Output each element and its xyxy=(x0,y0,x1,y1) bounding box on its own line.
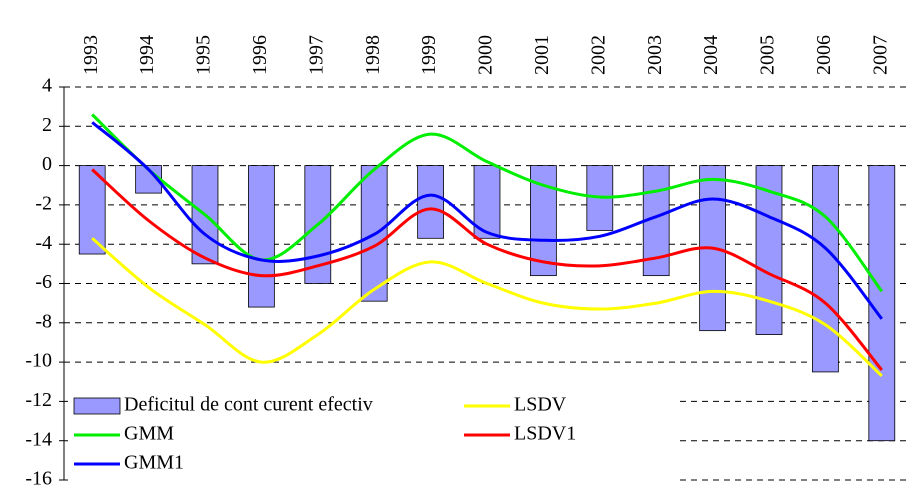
legend-label: LSDV1 xyxy=(514,423,576,445)
y-tick-label: -12 xyxy=(25,389,52,411)
y-tick-label: -14 xyxy=(25,428,52,450)
line xyxy=(91,168,883,371)
bar xyxy=(417,165,444,239)
x-tick-label: 2004 xyxy=(700,35,722,75)
x-tick-label: 1999 xyxy=(418,35,440,75)
legend-label: Deficitul de cont curent efectiv xyxy=(124,394,373,416)
line xyxy=(91,237,883,377)
x-tick-label: 1993 xyxy=(80,35,102,75)
legend-label: GMM1 xyxy=(124,452,184,474)
bar xyxy=(812,165,839,373)
legend-label: GMM xyxy=(124,423,174,445)
x-tick-label: 1994 xyxy=(136,35,158,75)
y-tick-label: -4 xyxy=(35,232,52,254)
y-tick-label: 4 xyxy=(42,75,52,97)
x-tick-label: 1995 xyxy=(193,35,215,75)
y-tick-label: -8 xyxy=(35,310,52,332)
x-tick-label: 1997 xyxy=(305,35,327,75)
x-tick-label: 1996 xyxy=(249,35,271,75)
x-tick-label: 2003 xyxy=(644,35,666,75)
y-tick-label: 0 xyxy=(42,153,52,175)
bar xyxy=(868,165,896,442)
x-tick-label: 2007 xyxy=(869,35,891,75)
x-tick-label: 1998 xyxy=(362,35,384,75)
bar xyxy=(248,165,275,308)
line xyxy=(91,113,883,293)
y-tick-label: -2 xyxy=(35,192,52,214)
legend-box xyxy=(68,392,678,490)
x-tick-label: 2000 xyxy=(475,35,497,75)
y-tick-label: -16 xyxy=(25,468,52,490)
x-tick-label: 2006 xyxy=(813,35,835,75)
y-tick-label: -10 xyxy=(25,350,52,372)
x-tick-label: 2005 xyxy=(757,35,779,75)
legend-label: LSDV xyxy=(514,394,567,416)
legend-swatch xyxy=(73,397,121,415)
y-tick-label: -6 xyxy=(35,271,52,293)
x-tick-label: 2001 xyxy=(531,35,553,75)
line xyxy=(91,121,883,320)
y-tick-label: 2 xyxy=(42,114,52,136)
x-tick-label: 2002 xyxy=(587,35,609,75)
